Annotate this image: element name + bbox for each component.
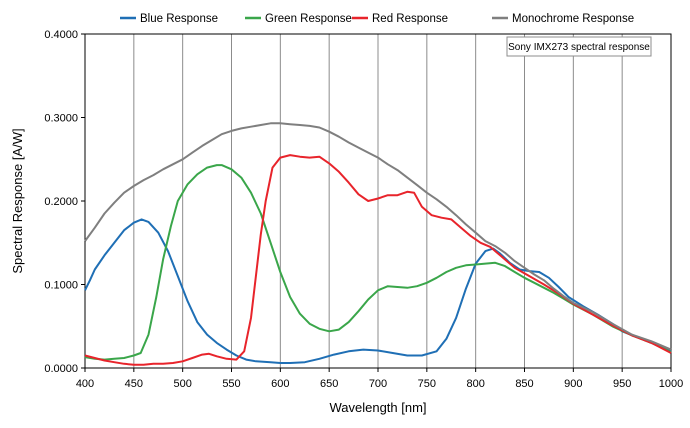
- annotation-frame: [506, 36, 652, 57]
- x-tick-label: 900: [564, 378, 582, 390]
- red-response-line: [84, 154, 672, 366]
- x-tick-label: 1000: [659, 378, 683, 390]
- monochrome-response-line: [84, 122, 672, 351]
- series-lines: [84, 122, 672, 366]
- legend-label: Green Response: [265, 13, 352, 25]
- legend-item-red-response: Red Response: [352, 13, 448, 25]
- x-tick-label: 650: [320, 378, 338, 390]
- x-tick-label: 950: [613, 378, 631, 390]
- legend-item-monochrome-response: Monochrome Response: [492, 13, 634, 25]
- legend-label: Monochrome Response: [512, 13, 634, 25]
- blue-response-line: [84, 218, 672, 364]
- x-tick-label: 400: [76, 378, 94, 390]
- y-tick-label: 0.4000: [44, 29, 78, 41]
- legend: Blue Response Green Response Red Response M…: [120, 13, 634, 25]
- y-axis-label: Spectral Response [A/W]: [10, 128, 25, 273]
- legend-item-blue-response: Blue Response: [120, 13, 218, 25]
- x-tick-label: 850: [515, 378, 533, 390]
- x-tick-label: 700: [369, 378, 387, 390]
- legend-item-green-response: Green Response: [245, 13, 352, 25]
- x-axis-ticks: 400 450 500 550 600 650 700 750 800 850 900 950 1000: [76, 368, 683, 390]
- legend-label: Red Response: [372, 13, 448, 25]
- x-axis-label: Wavelength [nm]: [329, 400, 426, 415]
- x-tick-label: 600: [271, 378, 289, 390]
- green-response-line: [84, 164, 672, 361]
- x-tick-label: 750: [418, 378, 436, 390]
- x-tick-label: 800: [466, 378, 484, 390]
- y-axis-ticks: 0.0000 0.1000 0.2000 0.3000 0.4000: [44, 29, 85, 375]
- annotation-box: Sony IMX273 spectral response: [506, 36, 652, 57]
- annotation-text: Sony IMX273 spectral response: [508, 42, 650, 53]
- x-tick-label: 450: [125, 378, 143, 390]
- y-tick-label: 0.1000: [44, 280, 78, 292]
- y-tick-label: 0.3000: [44, 113, 78, 125]
- x-tick-label: 500: [173, 378, 191, 390]
- gridlines: [133, 34, 623, 368]
- legend-label: Blue Response: [140, 13, 218, 25]
- x-tick-label: 550: [222, 378, 240, 390]
- y-tick-label: 0.2000: [44, 196, 78, 208]
- y-tick-label: 0.0000: [44, 363, 78, 375]
